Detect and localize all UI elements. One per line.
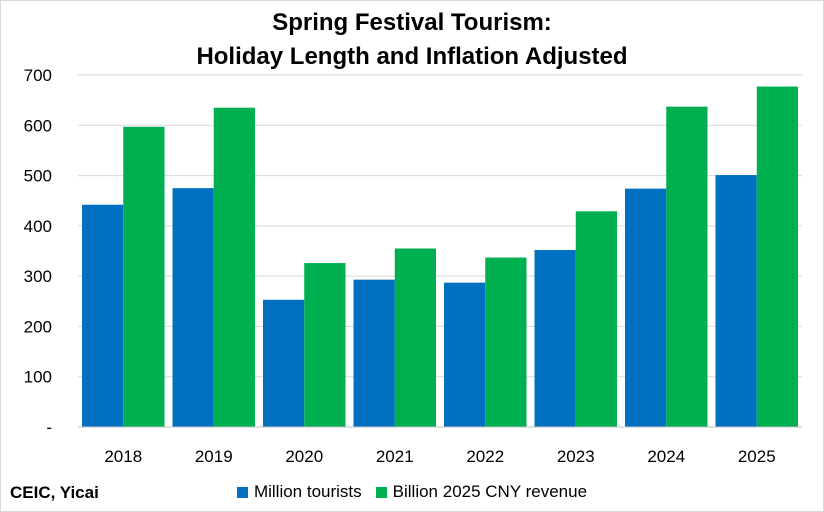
chart-title-line-1: Spring Festival Tourism: [272, 9, 552, 36]
legend-swatch-tourists [236, 486, 248, 498]
y-tick-label: 600 [24, 116, 52, 135]
legend-label-revenue: Billion 2025 CNY revenue [392, 482, 588, 501]
x-tick-label: 2021 [376, 447, 414, 466]
y-tick-label: - [46, 418, 52, 437]
x-tick-label: 2025 [738, 447, 776, 466]
chart-title-line-2: Holiday Length and Inflation Adjusted [196, 43, 628, 70]
bars [82, 86, 798, 428]
x-tick-label: 2020 [285, 447, 323, 466]
x-tick-label: 2019 [195, 447, 233, 466]
bar-tourists-2018 [82, 204, 124, 427]
bar-tourists-2020 [263, 299, 305, 427]
bar-revenue-2025 [756, 86, 798, 428]
x-tick-label: 2023 [557, 447, 595, 466]
legend-item-revenue: Billion 2025 CNY revenue [375, 482, 588, 502]
bar-tourists-2023 [534, 249, 576, 427]
bar-tourists-2024 [625, 188, 667, 427]
y-tick-label: 300 [24, 267, 52, 286]
bar-tourists-2021 [353, 279, 395, 427]
bar-tourists-2022 [444, 282, 486, 427]
x-tick-label: 2024 [647, 447, 685, 466]
bar-revenue-2021 [394, 248, 436, 427]
source-label: CEIC, Yicai [10, 483, 99, 502]
legend: Million tourists Billion 2025 CNY revenu… [0, 482, 824, 502]
legend-swatch-revenue [375, 486, 387, 498]
bar-revenue-2024 [666, 106, 708, 428]
bar-tourists-2025 [715, 175, 757, 427]
x-tick-label: 2018 [104, 447, 142, 466]
y-tick-label: 100 [24, 368, 52, 387]
y-tick-label: 200 [24, 317, 52, 336]
chart-title: Spring Festival Tourism: Holiday Length … [0, 6, 824, 74]
bar-revenue-2019 [213, 107, 255, 427]
y-tick-label: 700 [24, 66, 52, 85]
y-tick-label: 400 [24, 217, 52, 236]
x-axis-ticks: 2018 2019 2020 2021 2022 2023 2024 2025 [104, 447, 775, 466]
bar-revenue-2020 [304, 263, 346, 427]
y-axis-ticks: - 100 200 300 400 500 600 700 [24, 66, 52, 437]
legend-label-tourists: Million tourists [253, 482, 362, 501]
y-tick-label: 500 [24, 167, 52, 186]
bar-tourists-2019 [172, 188, 214, 427]
legend-item-tourists: Million tourists [236, 482, 362, 502]
bar-revenue-2022 [485, 257, 527, 427]
bar-revenue-2018 [123, 126, 165, 428]
bar-revenue-2023 [575, 211, 617, 427]
x-tick-label: 2022 [466, 447, 504, 466]
